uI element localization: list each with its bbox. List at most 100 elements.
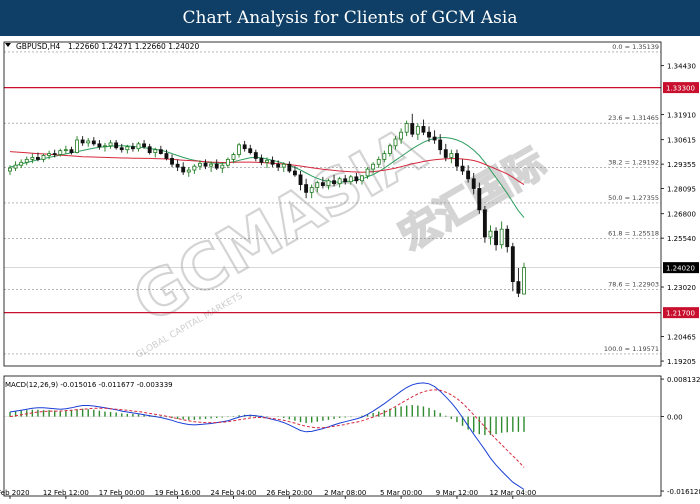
chart-frame xyxy=(3,41,662,497)
candle-body xyxy=(147,146,152,153)
candle-body xyxy=(13,164,18,169)
candle-body xyxy=(225,158,230,166)
candle-body xyxy=(438,139,443,151)
candle-body xyxy=(253,152,258,159)
candle-body xyxy=(343,178,348,183)
level-tag xyxy=(663,307,699,319)
candle-body xyxy=(499,228,504,246)
current-price-tag xyxy=(663,262,699,274)
candle-body xyxy=(231,154,236,160)
macd-y-tick-label: 0.008132 xyxy=(667,376,700,384)
y-tick-label: 1.26800 xyxy=(667,211,696,219)
x-tick-label: 2 Mar 08:00 xyxy=(324,489,366,497)
candle-body xyxy=(114,142,119,149)
candle-body xyxy=(52,153,57,155)
candle-body xyxy=(97,143,102,148)
fibonacci-label: 61.8 = 1.25518 xyxy=(608,230,659,238)
candle-body xyxy=(455,153,459,167)
current-price-tag-label: 1.24020 xyxy=(666,265,695,273)
macd-y-tick-label: -0.016128 xyxy=(667,488,700,496)
candle-body xyxy=(170,158,174,165)
main-panel-frame xyxy=(3,41,662,367)
candle-body xyxy=(63,149,68,152)
y-tick-label: 1.19205 xyxy=(667,358,696,366)
macd-label: MACD(12,26,9) -0.015016 -0.011677 -0.003… xyxy=(5,381,173,389)
candle-body xyxy=(91,140,96,145)
y-tick-label: 1.20465 xyxy=(667,334,696,342)
candle-body xyxy=(309,187,314,193)
candle-body xyxy=(136,143,141,150)
chart-title-banner: Chart Analysis for Clients of GCM Asia xyxy=(0,0,700,36)
candle-body xyxy=(237,144,242,155)
macd-line xyxy=(9,382,525,490)
support-resistance-levels: 1.33300 1.21700 1.24020 xyxy=(4,82,699,319)
x-tick-label: 5 Mar 00:00 xyxy=(380,489,422,497)
candle-body xyxy=(164,153,169,159)
candle-body xyxy=(192,165,197,171)
candle-body xyxy=(494,230,499,246)
level-tag-label: 1.21700 xyxy=(666,310,695,318)
candle-body xyxy=(348,176,353,183)
macd-panel: 0.008132 0.00 -0.016128 xyxy=(4,376,700,496)
candle-body xyxy=(248,148,253,153)
candle-body xyxy=(292,170,297,176)
chart-labels: GBPUSD,H4 1.22660 1.24271 1.22660 1.2402… xyxy=(5,42,199,389)
candle-body xyxy=(399,131,404,140)
candle-body xyxy=(471,178,476,189)
candle-body xyxy=(488,230,493,238)
ohlc-readout: 1.22660 1.24271 1.22660 1.24020 xyxy=(68,42,199,51)
candle-body xyxy=(432,136,437,141)
macd-y-tick-label: 0.00 xyxy=(667,414,683,422)
y-tick-label: 1.30615 xyxy=(667,137,696,145)
candle-body xyxy=(427,131,431,138)
candle-body xyxy=(326,180,331,186)
candle-body xyxy=(220,164,225,169)
candle-body xyxy=(304,184,309,193)
y-tick-label: 1.29355 xyxy=(667,161,696,169)
candle-body xyxy=(35,157,40,160)
candle-body xyxy=(449,153,454,158)
fibonacci-label: 50.0 = 1.27355 xyxy=(608,194,659,202)
candle-body xyxy=(421,125,426,133)
candle-body xyxy=(175,163,180,168)
candle-body xyxy=(510,246,515,283)
macd-panel-frame xyxy=(3,375,662,497)
page-title: Chart Analysis for Clients of GCM Asia xyxy=(182,8,518,28)
candle-body xyxy=(58,150,63,155)
candle-body xyxy=(130,146,135,150)
candle-body xyxy=(505,228,510,248)
dropdown-triangle-icon xyxy=(5,43,11,47)
candle-body xyxy=(24,158,29,163)
candle-body xyxy=(259,158,264,163)
candle-body xyxy=(354,176,359,182)
candle-body xyxy=(365,168,370,177)
time-axis: 7 Feb 2020 12 Feb 12:00 17 Feb 00:00 19 Feb… xyxy=(0,489,536,499)
candle-body xyxy=(482,209,487,238)
candle-body xyxy=(181,166,186,173)
candle-body xyxy=(516,281,521,294)
candle-body xyxy=(276,163,281,168)
x-tick-label: 12 Mar 04:00 xyxy=(489,489,536,497)
candle-body xyxy=(265,159,269,163)
candle-body xyxy=(315,182,320,188)
candle-body xyxy=(522,267,526,295)
candle-body xyxy=(410,123,415,135)
candle-body xyxy=(460,165,465,172)
price-axis: 1.34430 1.31910 1.30615 1.29355 1.28095 1.268… xyxy=(661,63,696,366)
candle-body xyxy=(242,144,247,150)
candle-body xyxy=(443,149,448,158)
level-tag-label: 1.33300 xyxy=(666,85,695,93)
candle-body xyxy=(30,157,35,160)
candle-body xyxy=(209,163,214,167)
chart-symbol-label: GBPUSD,H4 xyxy=(16,42,61,51)
candle-body xyxy=(360,175,364,182)
candle-body xyxy=(198,162,202,167)
candle-body xyxy=(466,170,471,180)
candle-body xyxy=(270,159,275,165)
candle-body xyxy=(75,139,79,153)
level-tag xyxy=(663,82,699,94)
candle-body xyxy=(287,163,292,172)
candle-body xyxy=(415,125,420,135)
candle-body xyxy=(393,138,398,147)
candle-body xyxy=(382,153,387,160)
